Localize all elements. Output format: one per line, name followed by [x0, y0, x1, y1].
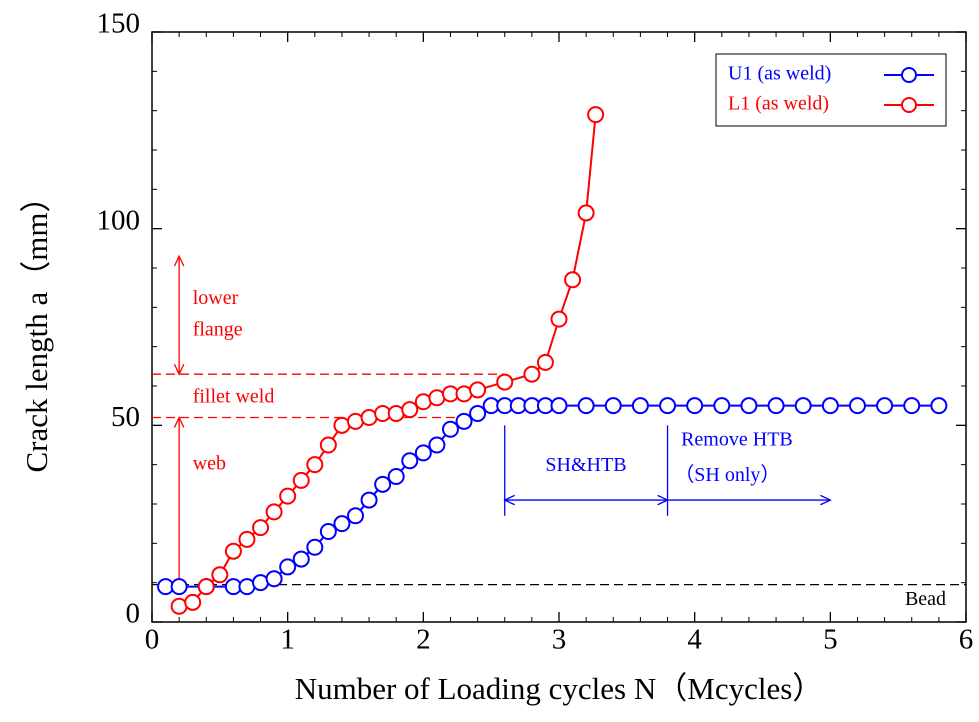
data-point: [401, 452, 419, 470]
data-point: [414, 444, 432, 462]
data-point: [604, 397, 622, 415]
x-axis-label: Number of Loading cycles N（Mcycles）: [295, 671, 824, 706]
annotation: lower: [193, 287, 239, 309]
data-point: [587, 106, 605, 124]
data-point: [496, 373, 514, 391]
data-point: [659, 397, 677, 415]
data-point: [767, 397, 785, 415]
data-point: [211, 566, 229, 584]
annotation: fillet weld: [193, 385, 275, 407]
data-point: [848, 397, 866, 415]
legend-label: L1 (as weld): [728, 93, 829, 115]
y-axis-label: Crack length a（mm）: [19, 182, 54, 473]
data-point: [876, 397, 894, 415]
annotation: Bead: [905, 588, 946, 610]
annotation: flange: [193, 319, 243, 341]
arrow-head: [173, 415, 185, 428]
annotation: （SH only）: [674, 463, 780, 486]
data-point: [686, 397, 704, 415]
annotation: web: [193, 452, 226, 474]
data-point: [306, 538, 324, 556]
x-tick-label: 1: [280, 624, 295, 656]
data-point: [577, 204, 595, 222]
data-point: [401, 401, 419, 419]
arrow-head: [820, 494, 832, 506]
data-point: [428, 436, 446, 454]
annotation: SH&HTB: [545, 454, 626, 476]
data-point: [469, 405, 487, 423]
data-point: [265, 570, 283, 588]
legend-box: [715, 53, 947, 127]
x-tick-label: 6: [959, 624, 974, 656]
data-point: [564, 271, 582, 289]
data-point: [238, 530, 256, 548]
data-point: [930, 397, 948, 415]
data-point: [333, 515, 351, 533]
data-point: [319, 436, 337, 454]
y-tick-label: 0: [126, 598, 141, 630]
data-point: [577, 397, 595, 415]
data-point: [184, 593, 202, 611]
data-point: [903, 397, 921, 415]
legend-marker: [901, 97, 917, 113]
data-point: [347, 507, 364, 525]
data-point: [523, 365, 541, 383]
legend-marker: [901, 67, 917, 83]
x-tick-label: 4: [687, 624, 702, 656]
data-point: [713, 397, 731, 415]
series-line: [178, 114, 597, 608]
data-point: [631, 397, 649, 415]
data-point: [265, 503, 283, 521]
data-point: [292, 550, 310, 568]
x-tick-label: 3: [552, 624, 567, 656]
data-point: [306, 456, 324, 474]
y-tick-label: 150: [97, 8, 141, 40]
data-point: [550, 397, 568, 415]
data-point: [279, 558, 297, 576]
annotation: Remove HTB: [681, 429, 793, 451]
x-tick-label: 0: [145, 624, 160, 656]
legend-label: U1 (as weld): [728, 63, 831, 85]
data-point: [550, 310, 568, 328]
y-tick-label: 50: [111, 401, 140, 433]
y-tick-label: 100: [97, 204, 141, 236]
data-point: [374, 475, 392, 493]
x-tick-label: 5: [823, 624, 838, 656]
data-point: [292, 471, 310, 489]
data-point: [387, 467, 405, 485]
data-point: [821, 397, 839, 415]
data-point: [536, 353, 554, 371]
data-point: [224, 542, 242, 560]
data-point: [279, 487, 297, 505]
arrow-head: [173, 363, 185, 376]
arrow-head: [173, 254, 185, 267]
data-point: [319, 523, 337, 541]
data-point: [469, 381, 487, 399]
data-point: [252, 519, 270, 537]
data-point: [455, 412, 473, 430]
data-point: [794, 397, 812, 415]
x-tick-label: 2: [416, 624, 431, 656]
data-point: [441, 420, 459, 438]
data-point: [197, 578, 215, 596]
data-point: [360, 491, 378, 509]
data-point: [740, 397, 758, 415]
data-point: [170, 578, 188, 596]
